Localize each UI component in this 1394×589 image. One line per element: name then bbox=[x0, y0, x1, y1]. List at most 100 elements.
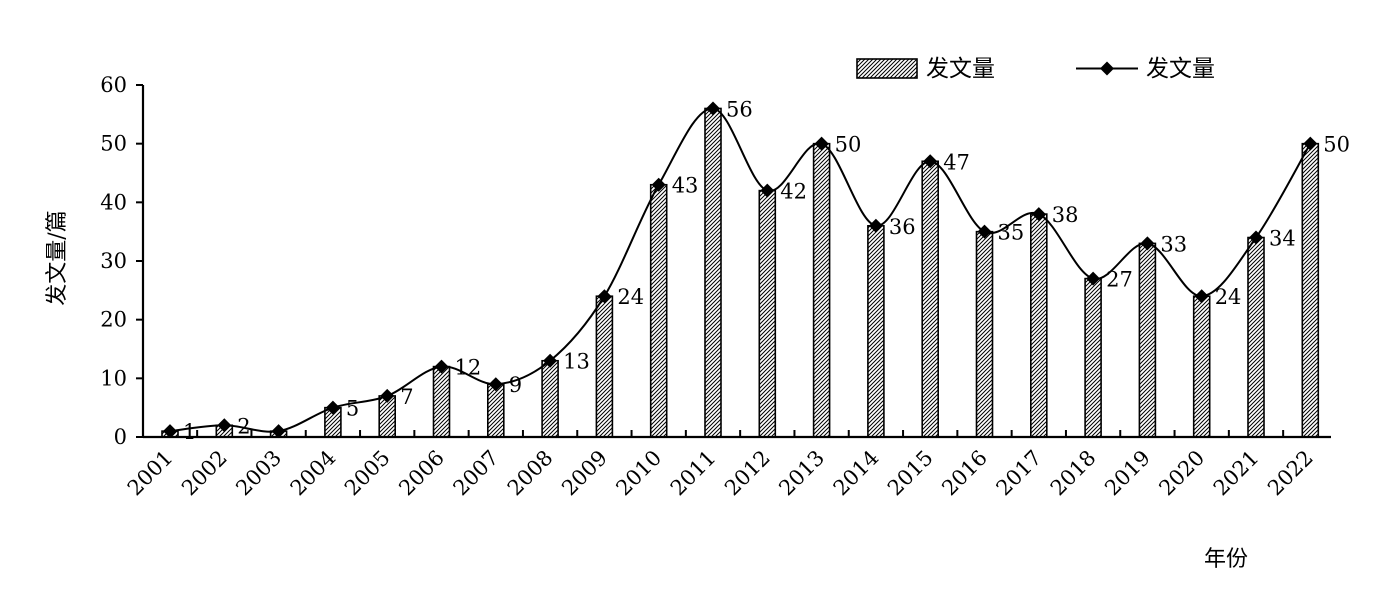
bar bbox=[541, 359, 559, 438]
data-label: 13 bbox=[563, 350, 590, 374]
line-marker bbox=[163, 424, 177, 439]
data-label: 50 bbox=[835, 133, 862, 157]
legend-label-bar: 发文量 bbox=[926, 56, 995, 82]
x-tick-label: 2016 bbox=[937, 446, 992, 501]
x-tick-label: 2019 bbox=[1100, 446, 1155, 501]
data-label: 5 bbox=[346, 397, 359, 421]
x-tick-label: 2012 bbox=[720, 446, 775, 501]
line-marker bbox=[543, 353, 558, 368]
line-marker bbox=[217, 418, 232, 433]
x-tick-label: 2015 bbox=[883, 446, 938, 501]
data-label: 24 bbox=[617, 285, 644, 309]
data-label: 42 bbox=[780, 180, 807, 204]
y-tick-label: 10 bbox=[100, 366, 127, 390]
line-marker bbox=[760, 183, 775, 198]
line-marker bbox=[868, 218, 883, 233]
bar bbox=[758, 189, 777, 438]
bar bbox=[921, 160, 940, 438]
bar bbox=[704, 107, 722, 438]
data-label: 24 bbox=[1215, 285, 1242, 309]
x-tick-label: 2009 bbox=[557, 446, 612, 501]
legend: 发文量 发文量 bbox=[856, 56, 1215, 82]
line-marker bbox=[1086, 271, 1101, 286]
x-tick-label: 2014 bbox=[829, 446, 884, 501]
x-tick-label: 2017 bbox=[992, 446, 1047, 501]
bar bbox=[867, 225, 885, 438]
data-label: 7 bbox=[400, 385, 413, 409]
x-tick-label: 2022 bbox=[1263, 446, 1318, 501]
x-tick-label: 2008 bbox=[503, 446, 558, 501]
legend-bar-swatch bbox=[856, 58, 918, 79]
bar bbox=[1030, 213, 1048, 438]
x-tick-label: 2001 bbox=[123, 446, 178, 501]
bar bbox=[1084, 277, 1102, 438]
line-marker bbox=[977, 224, 992, 239]
line-marker bbox=[271, 424, 286, 439]
line-marker bbox=[488, 377, 503, 392]
x-tick-label: 2003 bbox=[231, 446, 286, 501]
data-label: 33 bbox=[1160, 232, 1187, 256]
line-marker bbox=[1303, 136, 1318, 151]
data-label: 36 bbox=[889, 215, 916, 239]
bar bbox=[1247, 236, 1265, 438]
y-tick-label: 20 bbox=[100, 308, 127, 332]
line-markers bbox=[163, 101, 1318, 439]
x-axis-ticks: 2001 2002 2003 2004 2005 2006 2007 2008 2009 2010… bbox=[123, 430, 1318, 500]
line-marker bbox=[597, 289, 612, 304]
bar bbox=[432, 365, 451, 438]
legend-label-line: 发文量 bbox=[1146, 56, 1215, 82]
line-marker bbox=[706, 101, 720, 116]
x-tick-label: 2007 bbox=[449, 446, 504, 501]
x-tick-label: 2006 bbox=[394, 446, 449, 501]
data-label: 34 bbox=[1269, 227, 1296, 251]
data-label: 9 bbox=[509, 373, 522, 397]
y-tick-label: 40 bbox=[100, 190, 127, 214]
data-label: 56 bbox=[726, 97, 753, 121]
x-tick-label: 2011 bbox=[666, 446, 721, 501]
bar bbox=[975, 230, 994, 438]
x-tick-label: 2021 bbox=[1209, 446, 1264, 501]
data-label: 50 bbox=[1323, 133, 1350, 157]
x-axis-title: 年份 bbox=[1204, 547, 1248, 572]
x-tick-label: 2002 bbox=[177, 446, 232, 501]
line-marker bbox=[1249, 230, 1263, 245]
data-label: 27 bbox=[1106, 268, 1133, 292]
x-tick-label: 2005 bbox=[340, 446, 395, 501]
line-marker bbox=[380, 388, 395, 403]
data-label: 2 bbox=[237, 414, 250, 438]
line-marker bbox=[814, 136, 829, 151]
line-marker bbox=[651, 177, 666, 192]
data-label: 35 bbox=[998, 221, 1025, 245]
bar bbox=[812, 142, 831, 438]
bar bbox=[1192, 295, 1211, 438]
data-label: 38 bbox=[1052, 203, 1079, 227]
x-tick-label: 2018 bbox=[1046, 446, 1101, 501]
x-tick-label: 2004 bbox=[286, 446, 341, 501]
line-marker bbox=[923, 154, 938, 169]
bar bbox=[486, 383, 505, 438]
x-tick-label: 2010 bbox=[611, 446, 666, 501]
y-tick-label: 30 bbox=[100, 249, 127, 273]
data-label: 1 bbox=[183, 420, 196, 444]
x-tick-label: 2013 bbox=[774, 446, 829, 501]
y-axis-title: 发文量/篇 bbox=[45, 210, 70, 305]
line-marker bbox=[1194, 289, 1209, 304]
y-tick-label: 60 bbox=[100, 73, 127, 97]
line-marker bbox=[325, 400, 340, 415]
bar bbox=[1301, 142, 1320, 438]
y-tick-label: 0 bbox=[114, 425, 127, 449]
data-label: 43 bbox=[672, 174, 699, 198]
line-marker bbox=[1140, 236, 1155, 251]
bar-series bbox=[161, 107, 1320, 438]
bar bbox=[595, 295, 614, 438]
legend-marker-swatch bbox=[1100, 61, 1114, 76]
x-tick-label: 2020 bbox=[1154, 446, 1209, 501]
y-axis-ticks: 0 10 20 30 40 50 60 bbox=[100, 73, 143, 449]
bar bbox=[1138, 242, 1157, 438]
bar bbox=[649, 183, 668, 438]
line-marker bbox=[434, 359, 449, 374]
y-tick-label: 50 bbox=[100, 132, 127, 156]
